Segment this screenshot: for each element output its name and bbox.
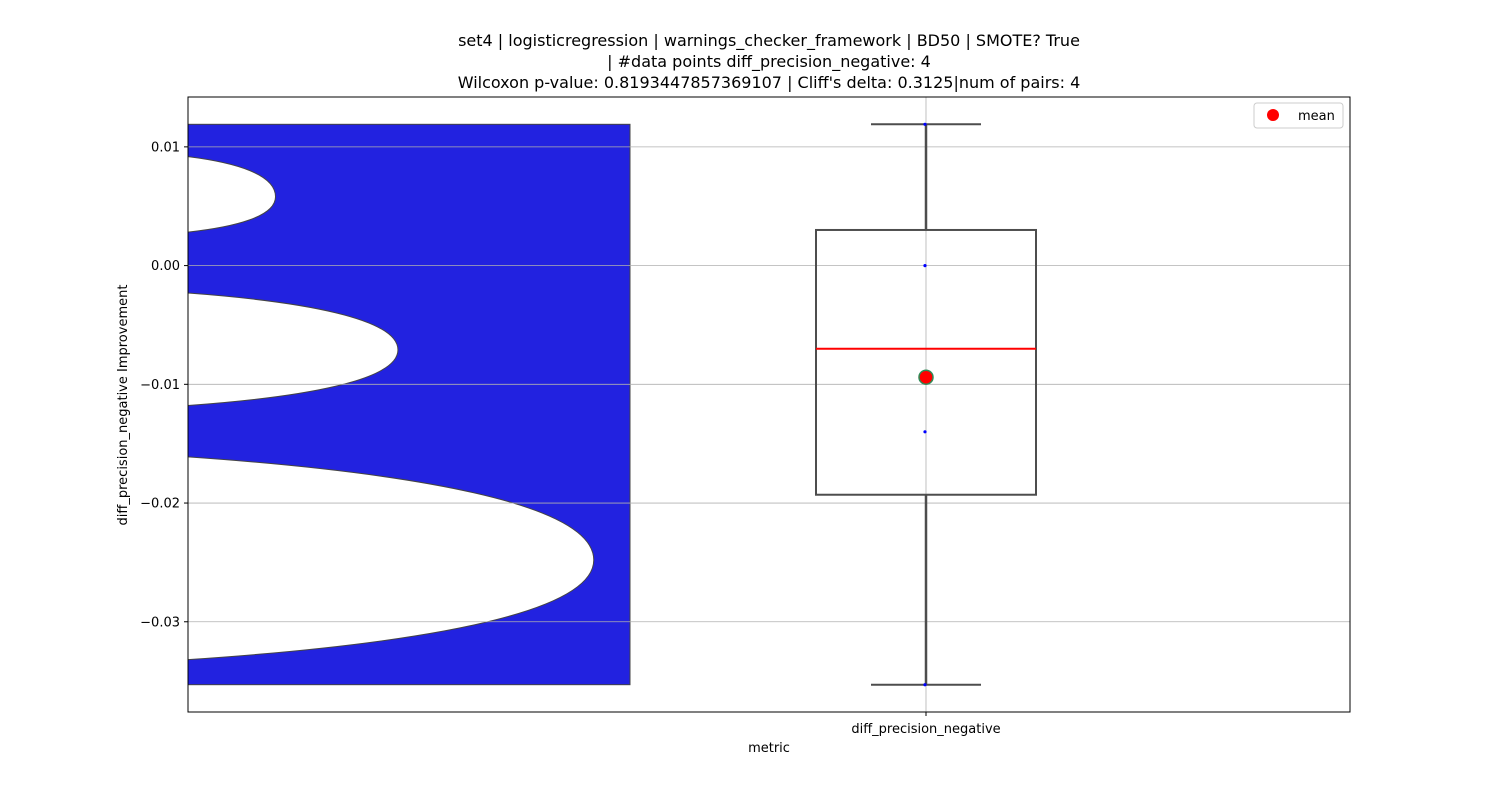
chart-title-line-3: Wilcoxon p-value: 0.8193447857369107 | C… xyxy=(458,73,1081,92)
violin-layer xyxy=(188,123,631,686)
plot-area-frame xyxy=(187,96,1351,713)
y-axis-label: diff_precision_negative Improvement xyxy=(116,285,131,526)
box-plot xyxy=(815,122,1037,687)
legend: mean xyxy=(1253,102,1344,129)
data-point-4 xyxy=(923,683,927,687)
y-tick-label-3: −0.01 xyxy=(140,378,180,393)
legend-mean-label: mean xyxy=(1298,109,1335,124)
y-tick-label-4: −0.02 xyxy=(140,497,180,512)
data-point-3 xyxy=(923,430,927,434)
y-tick-label-2: 0.00 xyxy=(151,259,180,274)
x-axis-ticks: diff_precision_negative xyxy=(851,712,1001,737)
violin-gap-2 xyxy=(188,292,399,407)
y-tick-label-1: 0.01 xyxy=(151,140,180,155)
mean-marker xyxy=(918,369,934,385)
data-point-1 xyxy=(923,122,927,126)
x-axis-label: metric xyxy=(748,741,790,756)
violin-gap-3 xyxy=(188,456,595,661)
y-axis-ticks: 0.01 0.00 −0.01 −0.02 −0.03 xyxy=(140,140,188,630)
data-point-2 xyxy=(923,263,927,268)
y-tick-label-5: −0.03 xyxy=(140,615,180,630)
box-iqr xyxy=(815,228,1037,496)
legend-mean-marker xyxy=(1267,109,1279,121)
legend-frame xyxy=(1253,102,1344,129)
x-tick-label-1: diff_precision_negative xyxy=(851,722,1000,737)
chart-title-line-1: set4 | logisticregression | warnings_che… xyxy=(458,31,1080,51)
violin-gap-1 xyxy=(188,156,277,233)
chart-title-line-2: | #data points diff_precision_negative: … xyxy=(607,52,931,72)
